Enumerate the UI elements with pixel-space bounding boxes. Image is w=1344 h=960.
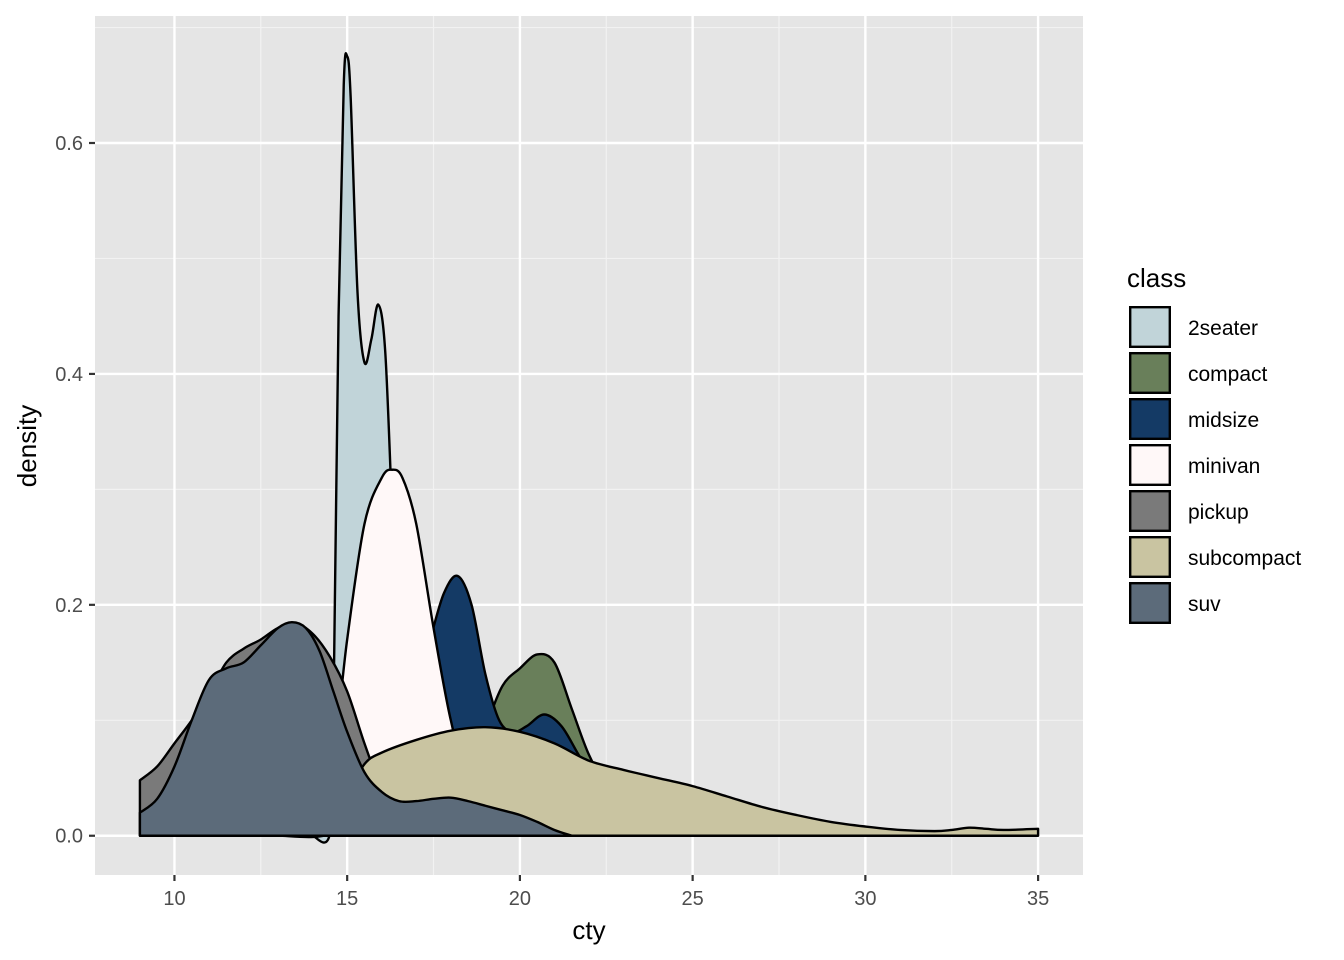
legend-label: pickup	[1188, 501, 1249, 524]
density-area-suv	[138, 620, 573, 837]
legend-label: minivan	[1188, 455, 1260, 478]
x-tick-label: 15	[336, 888, 358, 910]
legend-swatch-compact	[1128, 352, 1171, 395]
y-tick-label: 0.0	[55, 826, 83, 848]
legend-label: compact	[1188, 363, 1268, 386]
legend-label: midsize	[1188, 409, 1259, 432]
y-tick-label: 0.2	[55, 595, 83, 617]
x-tick-label: 20	[509, 888, 531, 910]
y-tick-label: 0.6	[55, 133, 83, 155]
legend-swatch-midsize	[1128, 398, 1171, 441]
y-axis-title: density	[12, 405, 42, 487]
legend-label: subcompact	[1188, 547, 1301, 570]
y-tick-label: 0.4	[55, 364, 83, 386]
density-areas	[138, 52, 1040, 844]
legend-swatch-minivan	[1128, 444, 1171, 487]
legend-swatch-subcompact	[1128, 536, 1171, 579]
legend-label: 2seater	[1188, 317, 1258, 340]
x-tick-label: 30	[854, 888, 876, 910]
legend: class 2seater compact midsize minivan pickup…	[1127, 263, 1301, 625]
x-axis-title: cty	[572, 915, 605, 945]
x-tick-label: 35	[1027, 888, 1049, 910]
x-tick-label: 10	[163, 888, 185, 910]
axes: 10 15 20 25 30 35 0.0 0.2 0.4 0.6	[55, 133, 1049, 910]
legend-label: suv	[1188, 593, 1221, 616]
legend-swatch-suv	[1128, 582, 1171, 625]
x-tick-label: 25	[682, 888, 704, 910]
legend-swatch-2seater	[1128, 306, 1171, 349]
legend-swatch-pickup	[1128, 490, 1171, 533]
legend-title: class	[1127, 263, 1186, 293]
